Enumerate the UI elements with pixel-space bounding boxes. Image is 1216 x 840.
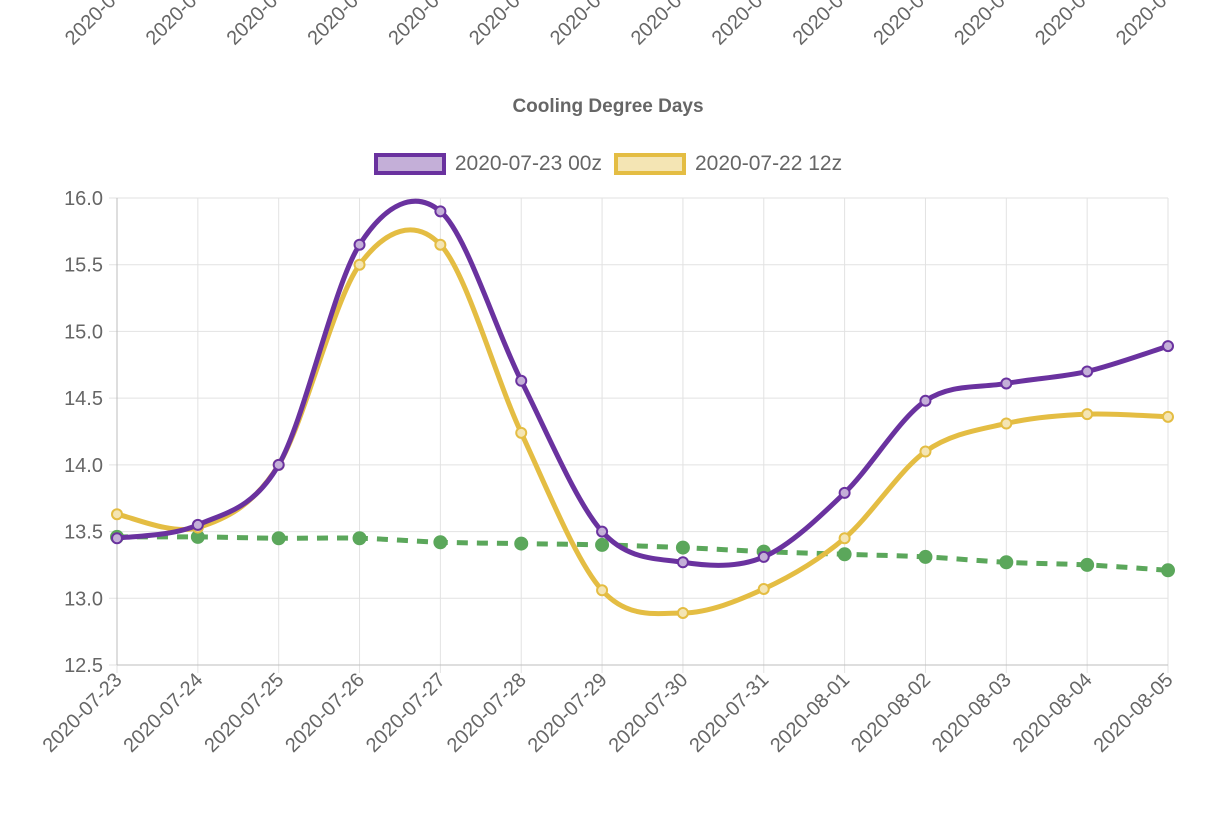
data-point [515,426,528,439]
data-point [1081,365,1094,378]
data-point [1080,557,1095,572]
legend-swatch-series-1 [373,153,446,175]
data-point [514,536,529,551]
x-tick-label: 2020-08-01 [766,669,854,757]
data-point [919,445,932,458]
data-point [111,508,123,521]
x-tick-label: 2020-08-02 [847,669,935,757]
previous-chart-x-tick-label: 2020-0 [627,0,687,50]
previous-chart-x-axis-fragment: 2020-0 2020-0 2020-0 2020-0 2020-0 2020-0 2020… [61,0,1172,50]
previous-chart-x-tick-label: 2020-0 [950,0,1010,50]
data-point [757,582,770,595]
y-tick-label: 16.0 [64,188,103,210]
data-point [353,238,366,251]
data-point [919,394,932,407]
x-tick-label: 2020-07-23 [39,669,127,757]
data-point [757,550,770,563]
x-tick-label: 2020-07-29 [524,669,612,757]
data-point [1081,408,1094,421]
data-point [1000,417,1013,430]
data-point [111,532,123,545]
x-tick-label: 2020-08-05 [1090,669,1178,757]
data-point [675,540,690,555]
data-point [838,532,851,545]
chart-legend: 2020-07-23 00z 2020-07-22 12z [0,152,1216,176]
x-tick-label: 2020-07-25 [200,669,288,757]
previous-chart-x-tick-label: 2020-0 [546,0,606,50]
series-2 [111,227,1174,619]
x-tick-label: 2020-07-30 [605,669,693,757]
previous-chart-x-tick-label: 2020-0 [789,0,849,50]
legend-swatch-series-2 [614,153,686,175]
previous-chart-x-tick-label: 2020-0 [384,0,444,50]
data-point [596,525,609,538]
data-point [1000,377,1013,390]
data-point [1162,340,1174,353]
data-point [999,555,1014,570]
data-point [838,486,851,499]
data-point [1162,410,1174,423]
y-tick-label: 14.5 [64,388,103,410]
data-point [676,556,689,569]
data-point [1161,563,1175,578]
data-point [676,606,689,619]
previous-chart-x-tick-label: 2020-0 [869,0,929,50]
data-point [596,584,609,597]
previous-chart-x-tick-label: 2020-0 [465,0,525,50]
legend-label-series-2: 2020-07-22 12z [695,152,843,175]
x-tick-label: 2020-07-27 [362,669,450,757]
legend-item-series-1[interactable]: 2020-07-23 00z [373,152,602,176]
grid-lines [109,197,1169,673]
series-1 [111,198,1174,569]
x-tick-label: 2020-07-31 [685,669,773,757]
y-tick-label: 13.0 [64,588,103,610]
line-chart: 12.5 13.0 13.5 14.0 14.5 15.0 15.5 16.0 2020-07-… [39,188,1178,757]
data-point [918,549,933,564]
previous-chart-x-tick-label: 2020-0 [1031,0,1091,50]
previous-chart-x-tick-label: 2020-0 [708,0,768,50]
previous-chart-x-tick-label: 2020-0 [142,0,202,50]
series-3 [110,529,1175,578]
x-tick-label: 2020-07-24 [119,669,207,757]
x-tick-label: 2020-08-04 [1009,669,1097,757]
previous-chart-x-tick-label: 2020-0 [303,0,363,50]
data-point [191,518,204,531]
y-tick-label: 12.5 [64,655,103,677]
previous-chart-x-tick-label: 2020-0 [1112,0,1172,50]
data-point [433,535,448,550]
y-tick-label: 15.0 [64,321,103,343]
data-point [352,531,367,546]
legend-item-series-2[interactable]: 2020-07-22 12z [614,152,842,176]
x-tick-label: 2020-07-28 [443,669,531,757]
previous-chart-x-tick-label: 2020-0 [223,0,283,50]
legend-label-series-1: 2020-07-23 00z [454,152,602,175]
data-point [595,537,610,552]
data-point [515,374,528,387]
data-point [434,205,447,218]
data-point [272,458,285,471]
chart-title: Cooling Degree Days [512,96,704,117]
data-point [837,547,852,562]
previous-chart-x-tick-label: 2020-0 [61,0,121,50]
y-tick-label: 14.0 [64,455,103,477]
data-point [271,531,286,546]
data-point [353,258,366,271]
y-tick-label: 13.5 [64,522,103,544]
x-tick-label: 2020-07-26 [281,669,369,757]
x-tick-label: 2020-08-03 [928,669,1016,757]
data-point [434,238,447,251]
y-tick-label: 15.5 [64,255,103,277]
